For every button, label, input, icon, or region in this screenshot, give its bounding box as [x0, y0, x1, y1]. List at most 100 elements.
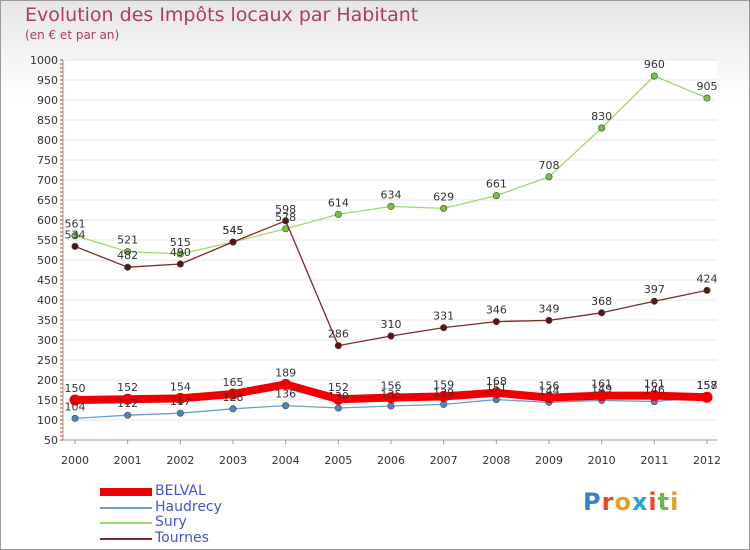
legend-swatch — [100, 522, 152, 524]
data-point-tournes — [545, 316, 553, 324]
data-label-sury: 545 — [223, 224, 244, 237]
data-label-haudrecy: 128 — [223, 391, 244, 404]
data-label-belval: 154 — [170, 380, 191, 393]
data-point-sury — [387, 202, 395, 210]
data-label-tournes: 346 — [486, 304, 507, 317]
data-point-sury — [71, 232, 79, 240]
legend-item-tournes: Tournes — [100, 529, 300, 547]
data-label-tournes: 545 — [223, 224, 244, 237]
axes: 50 100 150 200 250 300 350 400 450 500 550 600 650 70… — [30, 54, 721, 467]
y-tick-label: 800 — [37, 134, 58, 147]
data-point-haudrecy — [282, 402, 290, 410]
series-layer — [69, 72, 713, 422]
data-point-belval — [385, 392, 397, 404]
data-point-sury — [124, 248, 132, 256]
chart-title: Evolution des Impôts locaux par Habitant — [25, 4, 419, 26]
data-label-belval: 156 — [381, 380, 402, 393]
data-point-sury — [598, 124, 606, 132]
data-point-tournes — [387, 332, 395, 340]
data-label-tournes: 490 — [170, 246, 191, 259]
logo-letter: o — [614, 488, 632, 516]
y-tick-label: 650 — [37, 194, 58, 207]
data-label-sury: 905 — [697, 80, 718, 93]
legend-item-belval: BELVAL — [100, 483, 300, 500]
data-point-haudrecy — [440, 400, 448, 408]
data-point-belval — [701, 391, 713, 403]
legend-label: Sury — [155, 514, 187, 530]
data-label-belval: 168 — [486, 375, 507, 388]
y-tick-label: 450 — [37, 274, 58, 287]
data-label-sury: 515 — [170, 236, 191, 249]
data-label-haudrecy: 151 — [486, 382, 507, 395]
legend: BELVAL Haudrecy Sury Tournes — [100, 483, 300, 547]
data-label-haudrecy: 135 — [381, 388, 402, 401]
data-label-sury: 634 — [381, 188, 402, 201]
data-point-belval — [332, 393, 344, 405]
data-label-belval: 150 — [65, 382, 86, 395]
x-tick-label: 2012 — [693, 454, 721, 467]
x-tick-label: 2004 — [272, 454, 300, 467]
grid — [65, 59, 717, 441]
y-tick-label: 600 — [37, 214, 58, 227]
data-label-tournes: 534 — [65, 228, 86, 241]
data-point-belval — [648, 390, 660, 402]
data-label-belval: 161 — [644, 378, 665, 391]
data-label-sury: 521 — [117, 234, 138, 247]
data-point-haudrecy — [229, 405, 237, 413]
data-label-haudrecy: 158 — [697, 379, 718, 392]
data-label-tournes: 482 — [117, 249, 138, 262]
data-point-belval — [596, 390, 608, 402]
logo-letter: r — [601, 488, 615, 516]
legend-label: Tournes — [155, 529, 209, 546]
data-label-tournes: 331 — [433, 310, 454, 323]
data-label-haudrecy: 104 — [65, 400, 86, 413]
y-tick-label: 300 — [37, 334, 58, 347]
x-tick-label: 2011 — [640, 454, 668, 467]
data-point-belval — [543, 392, 555, 404]
data-point-belval — [438, 390, 450, 402]
legend-swatch — [100, 537, 152, 540]
data-point-sury — [703, 94, 711, 102]
data-point-belval — [174, 392, 186, 404]
data-point-belval — [69, 394, 81, 406]
data-label-sury: 578 — [275, 211, 296, 224]
data-point-tournes — [703, 286, 711, 294]
data-point-sury — [334, 210, 342, 218]
data-point-tournes — [334, 342, 342, 350]
proxiti-logo: Proxiti — [583, 488, 679, 516]
data-label-tournes: 286 — [328, 328, 349, 341]
logo-letter: i — [670, 488, 680, 516]
plot-area — [65, 60, 717, 440]
y-tick-label: 750 — [37, 154, 58, 167]
data-point-haudrecy — [387, 402, 395, 410]
y-tick-label: 100 — [37, 414, 58, 427]
data-label-tournes: 368 — [591, 295, 612, 308]
data-point-belval — [122, 393, 134, 405]
data-label-haudrecy: 144 — [539, 384, 560, 397]
y-tick-label: 850 — [37, 114, 58, 127]
data-point-tournes — [440, 324, 448, 332]
data-label-belval: 189 — [275, 366, 296, 379]
x-tick-label: 2002 — [166, 454, 194, 467]
y-tick-label: 250 — [37, 354, 58, 367]
data-point-belval — [227, 388, 239, 400]
data-label-tournes: 424 — [697, 272, 718, 285]
data-point-tournes — [492, 318, 500, 326]
y-tick-label: 950 — [37, 74, 58, 87]
logo-letter: P — [583, 488, 602, 516]
y-tick-label: 150 — [37, 394, 58, 407]
data-point-tournes — [124, 263, 132, 271]
data-label-tournes: 598 — [275, 203, 296, 216]
data-label-sury: 561 — [65, 218, 86, 231]
data-label-sury: 614 — [328, 196, 349, 209]
data-point-tournes — [282, 217, 290, 225]
y-tick-label: 200 — [37, 374, 58, 387]
data-point-sury — [545, 173, 553, 181]
data-label-tournes: 349 — [539, 302, 560, 315]
data-point-tournes — [598, 309, 606, 317]
legend-label: BELVAL — [155, 483, 206, 499]
y-tick-label: 700 — [37, 174, 58, 187]
data-label-haudrecy: 136 — [275, 388, 296, 401]
data-label-tournes: 310 — [381, 318, 402, 331]
